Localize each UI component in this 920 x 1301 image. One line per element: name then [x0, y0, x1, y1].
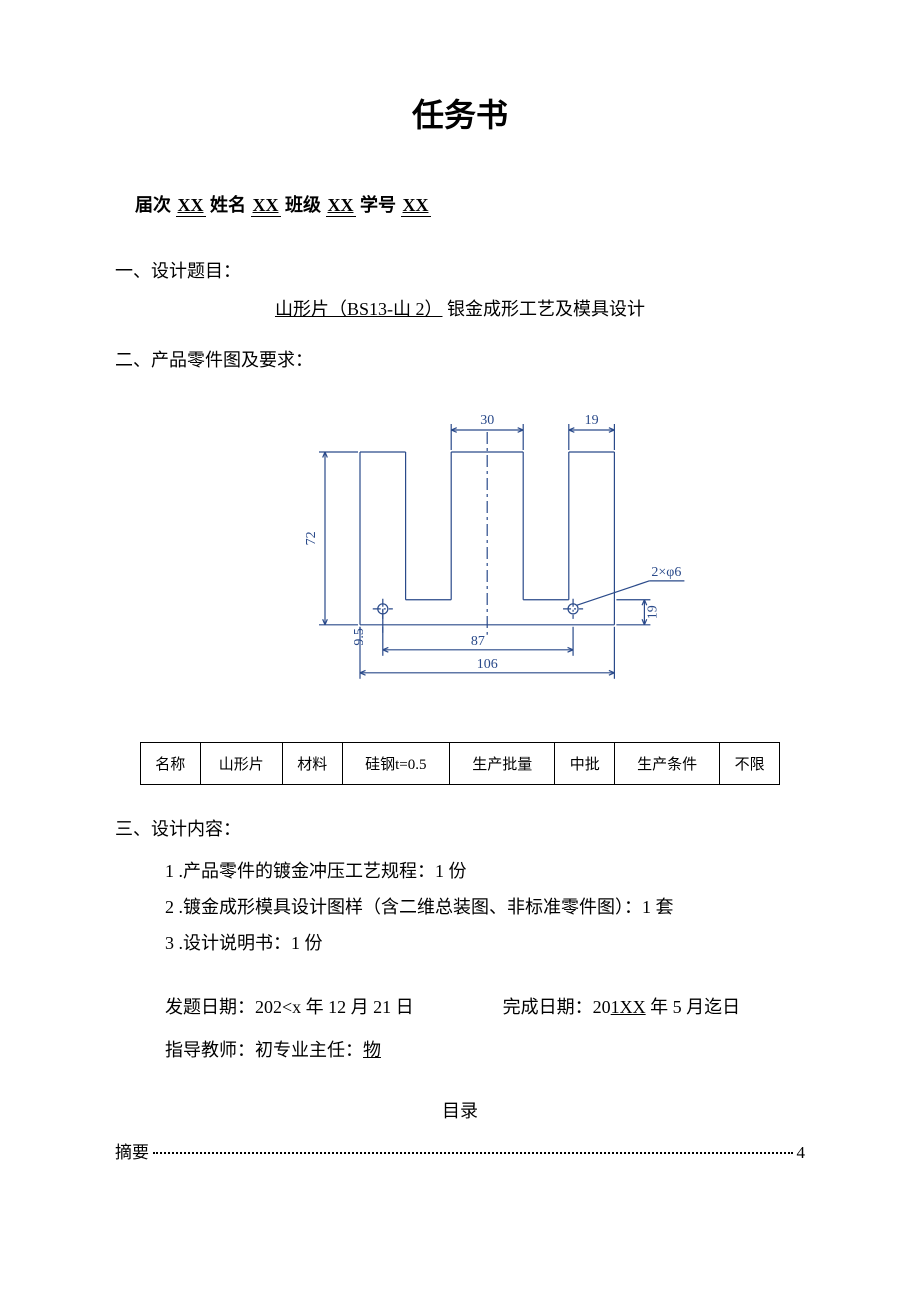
spec-cell: 中批 [555, 743, 615, 785]
engineering-drawing-svg: 30 19 72 9.5 87 106 2×φ6 19 [230, 392, 690, 722]
spec-cell: 生产条件 [615, 743, 720, 785]
svg-text:19: 19 [645, 605, 660, 619]
teacher-value: 物 [363, 1040, 381, 1060]
complete-date-suffix: 年 5 月迄日 [646, 997, 741, 1017]
info-label-id: 学号 [360, 195, 396, 215]
info-label-class: 班级 [285, 195, 321, 215]
toc-title: 目录 [115, 1097, 805, 1123]
spec-cell: 材料 [283, 743, 343, 785]
svg-text:2×φ6: 2×φ6 [651, 565, 681, 580]
section-1-heading: 一、设计题目： [115, 257, 805, 283]
section-2-heading: 二、产品零件图及要求： [115, 346, 805, 372]
toc-entry-page: 4 [797, 1143, 806, 1163]
info-value-class: XX [326, 195, 356, 217]
content-list-item: 3 .设计说明书：1 份 [165, 925, 805, 961]
info-value-name: XX [251, 195, 281, 217]
dates-block: 发题日期：202<x 年 12 月 21 日 完成日期：201XX 年 5 月迄… [115, 986, 805, 1072]
issue-date-value: 202<x 年 12 月 21 日 [255, 997, 414, 1017]
section-3-heading: 三、设计内容： [115, 815, 805, 841]
svg-text:106: 106 [477, 657, 498, 672]
svg-text:72: 72 [304, 531, 319, 545]
spec-cell: 名称 [141, 743, 201, 785]
svg-text:19: 19 [585, 413, 599, 428]
spec-cell: 不限 [720, 743, 780, 785]
content-list-item: 2 .镀金成形模具设计图样（含二维总装图、非标准零件图）：1 套 [165, 889, 805, 925]
teacher-label: 指导教师：初专业主任： [165, 1040, 363, 1060]
info-label-name: 姓名 [210, 195, 246, 215]
topic-rest: 银金成形工艺及模具设计 [443, 299, 646, 319]
spec-cell: 山形片 [200, 743, 282, 785]
toc-entry-label: 摘要 [115, 1138, 149, 1163]
spec-cell: 硅钢t=0.5 [342, 743, 449, 785]
design-content-list: 1 .产品零件的镀金冲压工艺规程：1 份2 .镀金成形模具设计图样（含二维总装图… [115, 853, 805, 961]
toc-dots [153, 1152, 793, 1154]
complete-date-underlined: 1XX [611, 997, 646, 1017]
topic-underlined: 山形片（BS13-山 2） [275, 299, 443, 319]
issue-date-label: 发题日期： [165, 997, 255, 1017]
spec-table: 名称山形片材料硅钢t=0.5生产批量中批生产条件不限 [140, 742, 780, 785]
info-value-session: XX [176, 195, 206, 217]
content-list-item: 1 .产品零件的镀金冲压工艺规程：1 份 [165, 853, 805, 889]
svg-text:9.5: 9.5 [352, 628, 367, 646]
toc-entry: 摘要 4 [115, 1138, 805, 1163]
document-title: 任务书 [115, 90, 805, 136]
svg-text:87: 87 [471, 634, 485, 649]
design-topic: 山形片（BS13-山 2） 银金成形工艺及模具设计 [115, 295, 805, 321]
info-label-session: 届次 [135, 195, 171, 215]
spec-cell: 生产批量 [450, 743, 555, 785]
complete-date-prefix: 20 [593, 997, 611, 1017]
part-diagram: 30 19 72 9.5 87 106 2×φ6 19 [115, 392, 805, 727]
svg-text:30: 30 [480, 413, 494, 428]
student-info-line: 届次 XX 姓名 XX 班级 XX 学号 XX [115, 191, 805, 217]
complete-date-label: 完成日期： [503, 997, 593, 1017]
info-value-id: XX [401, 195, 431, 217]
